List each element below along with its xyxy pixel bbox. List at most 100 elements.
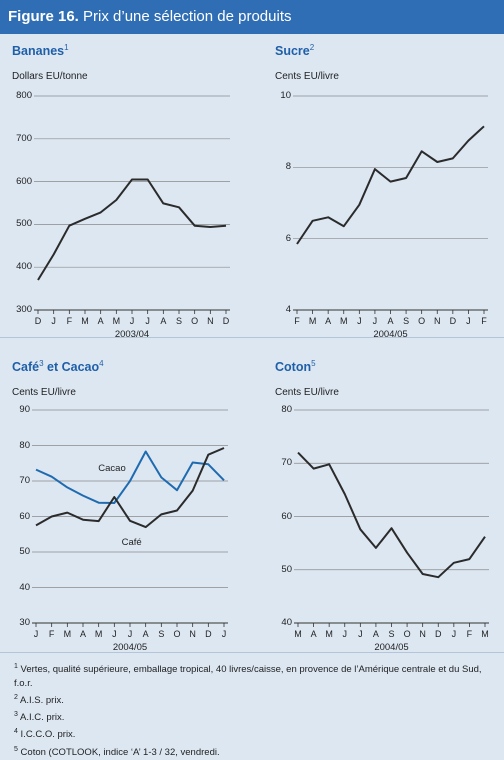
x-tick-label: F: [466, 629, 473, 639]
x-tick-label: O: [418, 316, 426, 326]
x-tick-label: D: [34, 316, 42, 326]
series-line-cacao: [35, 450, 225, 504]
x-tick-label: M: [63, 629, 72, 639]
x-tick-label: J: [451, 629, 457, 639]
x-tick-label: J: [342, 629, 348, 639]
y-tick-label: 10: [280, 90, 291, 101]
x-tick-label: M: [94, 629, 103, 639]
chart-title-bananes: Bananes1: [12, 43, 69, 59]
x-tick-label: N: [434, 316, 441, 326]
y-tick-label: 60: [19, 510, 30, 522]
y-tick-label: 60: [281, 510, 292, 522]
y-tick-label: 600: [16, 175, 32, 187]
figure-title: Prix d’une sélection de produits: [83, 8, 292, 25]
x-tick-label: F: [481, 316, 487, 326]
series-line-caf: [35, 447, 225, 529]
x-tick-label: D: [205, 629, 212, 639]
x-tick-label: A: [79, 629, 86, 639]
y-tick-label: 70: [281, 457, 292, 469]
x-tick-label: A: [310, 629, 317, 639]
y-tick-label: 40: [19, 581, 30, 593]
y-tick-label: 700: [16, 132, 32, 144]
x-tick-label: J: [358, 629, 363, 639]
x-tick-label: S: [175, 316, 182, 326]
x-tick-label: M: [81, 316, 89, 326]
y-tick-label: 40: [281, 617, 292, 628]
series-line-main: [37, 178, 227, 281]
x-tick-label: D: [435, 629, 442, 639]
x-tick-label: M: [325, 629, 333, 639]
x-tick-label: M: [340, 316, 348, 326]
x-period-label: 2004/05: [374, 642, 409, 653]
x-tick-label: J: [127, 629, 133, 639]
figure-label: Figure 16.: [8, 8, 79, 25]
x-tick-label: N: [207, 316, 214, 326]
x-tick-label: J: [129, 316, 135, 326]
x-tick-label: A: [97, 316, 104, 326]
x-tick-label: F: [66, 316, 73, 326]
figure-header: Figure 16. Prix d’une sélection de produ…: [0, 0, 504, 34]
x-tick-label: M: [112, 316, 121, 326]
footnote-4: 4 I.C.C.O. prix.: [14, 728, 76, 741]
footnote-2: 2 A.I.S. prix.: [14, 694, 64, 707]
x-tick-label: F: [294, 316, 300, 326]
panel-divider: [0, 337, 504, 338]
x-tick-label: S: [388, 629, 395, 639]
x-period-label: 2003/04: [114, 329, 150, 340]
x-tick-label: M: [481, 629, 489, 639]
y-tick-label: 50: [281, 563, 292, 575]
x-tick-label: F: [48, 629, 55, 639]
footnotes: 1 Vertes, qualité supérieure, emballage …: [14, 660, 494, 760]
y-unit-sucre: Cents EU/livre: [275, 71, 339, 82]
x-tick-label: N: [419, 629, 426, 639]
y-unit-cafe-cacao: Cents EU/livre: [12, 387, 76, 398]
x-tick-label: O: [173, 629, 181, 639]
y-tick-label: 8: [285, 161, 291, 173]
x-tick-label: A: [387, 316, 394, 326]
x-tick-label: M: [308, 316, 317, 326]
y-unit-bananes: Dollars EU/tonne: [12, 71, 88, 82]
x-period-label: 2004/05: [373, 329, 408, 340]
x-tick-label: J: [221, 629, 227, 639]
x-tick-label: M: [294, 629, 302, 639]
x-tick-label: J: [357, 316, 362, 326]
y-tick-label: 500: [16, 218, 32, 230]
y-tick-label: 30: [19, 617, 30, 628]
x-period-label: 2004/05: [112, 642, 148, 653]
y-tick-label: 80: [19, 439, 30, 451]
y-unit-coton: Cents EU/livre: [275, 387, 339, 398]
series-line-main: [297, 451, 486, 579]
chart-title-sucre: Sucre2: [275, 43, 315, 59]
x-tick-label: J: [372, 316, 378, 326]
x-tick-label: A: [160, 316, 167, 326]
x-tick-label: J: [51, 316, 56, 326]
y-tick-label: 6: [285, 232, 291, 244]
x-tick-label: J: [466, 316, 471, 326]
x-tick-label: A: [372, 629, 379, 639]
x-tick-label: A: [142, 629, 149, 639]
series-label-cacao: Cacao: [98, 463, 126, 474]
x-tick-label: D: [222, 316, 230, 326]
y-tick-label: 800: [16, 90, 32, 101]
y-tick-label: 400: [16, 261, 32, 273]
footnote-divider: [0, 652, 504, 653]
x-tick-label: J: [112, 629, 117, 639]
x-tick-label: S: [158, 629, 165, 639]
x-tick-label: O: [403, 629, 411, 639]
x-tick-label: A: [325, 316, 332, 326]
footnote-1: 1 Vertes, qualité supérieure, emballage …: [14, 663, 482, 690]
y-tick-label: 90: [19, 404, 30, 415]
series-label-cafe: Café: [121, 537, 142, 549]
y-tick-label: 80: [281, 404, 292, 415]
y-tick-label: 4: [285, 304, 291, 315]
chart-title-cafe-cacao: Café3 et Cacao4: [12, 359, 104, 375]
x-tick-label: N: [189, 629, 196, 639]
x-tick-label: O: [191, 316, 199, 326]
y-tick-label: 300: [16, 304, 32, 315]
x-tick-label: S: [403, 316, 410, 326]
y-tick-label: 50: [19, 546, 30, 557]
